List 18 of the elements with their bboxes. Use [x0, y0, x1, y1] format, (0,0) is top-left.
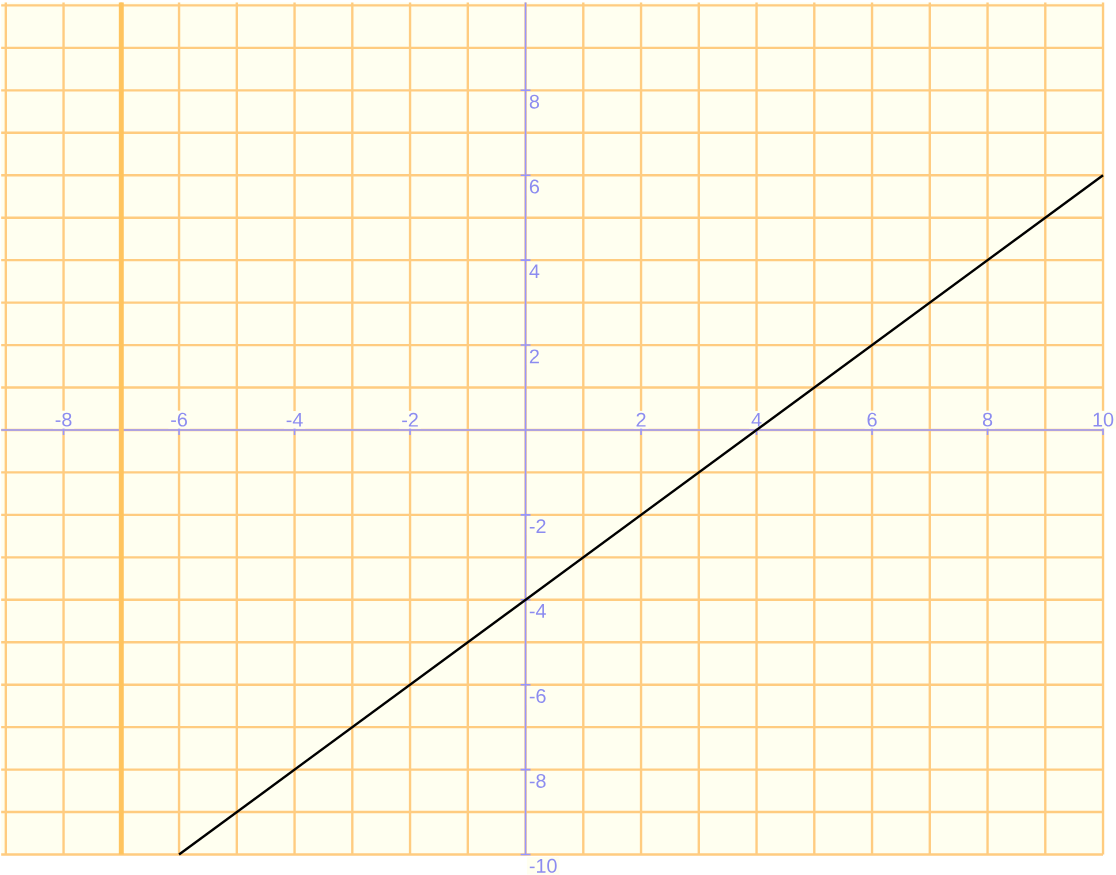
x-tick-label: 8: [982, 412, 993, 427]
y-tick-label: 2: [529, 349, 539, 364]
x-tick-label: 2: [636, 412, 646, 427]
x-tick-label: -8: [55, 412, 72, 427]
y-tick-label: -2: [529, 519, 546, 534]
y-tick-label: 4: [529, 264, 540, 279]
x-tick-label: -6: [171, 412, 187, 427]
y-tick-label: 6: [529, 179, 540, 194]
x-tick-label: -2: [402, 412, 418, 427]
y-tick-label: -6: [529, 689, 546, 704]
x-tick-label: 6: [867, 412, 877, 427]
x-tick-label: 10: [1093, 412, 1114, 427]
x-tick-label: 4: [751, 413, 762, 427]
x-tick-label: -4: [286, 413, 303, 427]
y-tick-label: -10: [529, 858, 557, 873]
y-tick-label: -4: [529, 604, 546, 618]
y-tick-label: -8: [529, 774, 546, 789]
y-tick-label: 8: [529, 94, 540, 109]
